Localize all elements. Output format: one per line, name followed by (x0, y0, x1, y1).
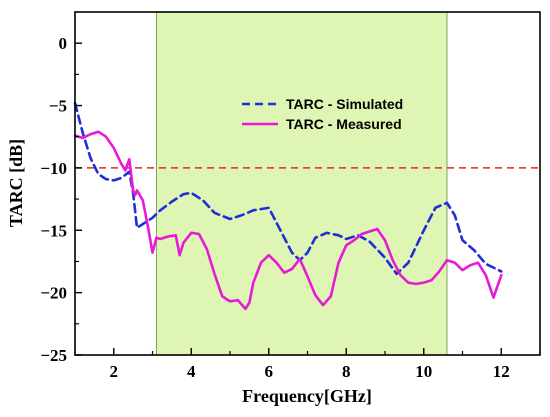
y-tick-label: −10 (40, 159, 67, 178)
x-tick-labels: 2 4 6 8 10 12 (110, 362, 510, 381)
y-tick-label: 0 (59, 34, 68, 53)
x-tick-label: 2 (110, 362, 119, 381)
y-tick-label: −5 (49, 97, 67, 116)
x-tick-label: 12 (493, 362, 510, 381)
x-tick-label: 6 (265, 362, 274, 381)
y-tick-label: −15 (40, 221, 67, 240)
x-tick-label: 8 (342, 362, 351, 381)
series-group (73, 101, 503, 311)
y-axis-label: TARC [dB] (6, 139, 26, 227)
series-line-measured (73, 130, 503, 311)
y-tick-labels: 0 −5 −10 −15 −20 −25 (40, 34, 67, 365)
x-tick-label: 4 (187, 362, 196, 381)
y-tick-label: −20 (40, 284, 67, 303)
series-line-simulated (73, 101, 503, 276)
y-tick-label: −25 (40, 346, 67, 365)
legend-label-measured: TARC - Measured (286, 116, 402, 132)
legend-label-simulated: TARC - Simulated (286, 96, 403, 112)
uwb-band (155, 11, 448, 356)
x-tick-label: 10 (415, 362, 432, 381)
ticks-group (74, 42, 541, 356)
x-axis-label: Frequency[GHz] (242, 386, 372, 406)
legend: TARC - Simulated TARC - Measured (242, 96, 403, 132)
